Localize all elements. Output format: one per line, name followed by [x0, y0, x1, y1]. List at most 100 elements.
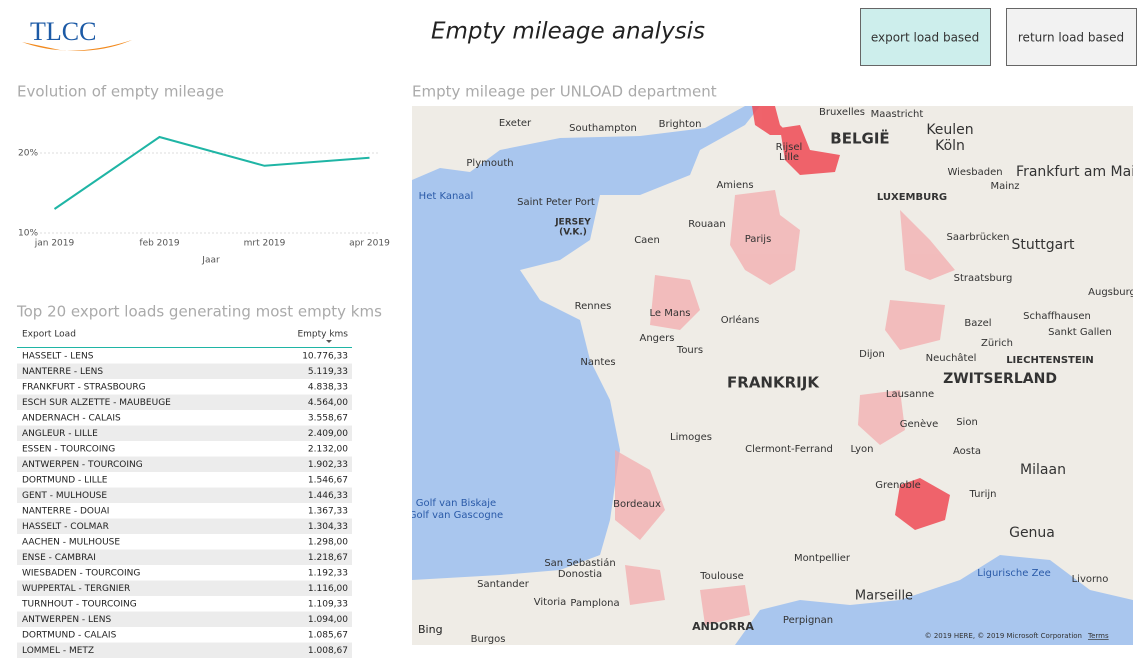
table-title: Top 20 export loads generating most empt…	[16, 303, 382, 321]
cell: 3.558,67	[308, 414, 348, 424]
cell: NANTERRE - DOUAI	[22, 507, 109, 517]
map-label: San Sebastián	[544, 557, 615, 569]
cell: 1.116,00	[308, 584, 348, 594]
map-label: Zürich	[981, 338, 1013, 349]
map-label: Exeter	[499, 118, 532, 129]
column-header: Export Load	[22, 330, 76, 340]
map-label: Burgos	[471, 634, 506, 645]
cell: 1.902,33	[308, 460, 348, 470]
y-tick-label: 10%	[18, 229, 38, 239]
region	[895, 478, 950, 530]
region	[615, 450, 665, 540]
row-bg	[17, 580, 352, 596]
cell: 4.564,00	[308, 398, 348, 408]
row-bg	[17, 627, 352, 643]
map-label: Parijs	[745, 234, 772, 245]
logo: TLCC	[22, 17, 132, 51]
map-label: Lille	[779, 152, 799, 163]
x-tick-label: apr 2019	[349, 239, 390, 249]
map-label: Livorno	[1072, 574, 1109, 585]
map-label: ANDORRA	[692, 620, 754, 633]
row-bg	[17, 441, 352, 457]
row-bg	[17, 503, 352, 519]
cell: TURNHOUT - TOURCOING	[21, 600, 137, 610]
map-label: Rouaan	[688, 219, 726, 230]
button-bg[interactable]	[860, 8, 991, 66]
map-label: Vitoria	[534, 597, 566, 608]
map-label: Mainz	[990, 181, 1019, 192]
map-label: Sion	[956, 417, 978, 428]
cell: DORTMUND - CALAIS	[22, 631, 117, 641]
cell: ANTWERPEN - LENS	[22, 615, 111, 625]
region	[625, 565, 665, 605]
row-bg	[17, 596, 352, 612]
map-label: Genua	[1009, 525, 1055, 541]
region	[650, 275, 700, 330]
map-label: Saarbrücken	[947, 232, 1010, 243]
map-label: LUXEMBURG	[877, 192, 947, 203]
sort-arrow	[326, 340, 332, 343]
map-label: FRANKRIJK	[727, 374, 820, 392]
cell: 1.085,67	[308, 631, 348, 641]
map-label: Wiesbaden	[947, 167, 1002, 178]
region	[858, 390, 905, 445]
cell: 1.367,33	[308, 507, 348, 517]
cell: WIESBADEN - TOURCOING	[22, 569, 140, 579]
map-label: Le Mans	[649, 308, 690, 319]
page-title: Empty mileage analysis	[431, 19, 705, 45]
button-label[interactable]: return load based	[1018, 31, 1124, 45]
button-label[interactable]: export load based	[871, 31, 979, 45]
cell: 1.218,67	[308, 553, 348, 563]
cell: 1.109,33	[308, 600, 348, 610]
button[interactable]: export load based	[860, 8, 991, 66]
logo-swoosh	[22, 40, 132, 51]
row-bg	[17, 379, 352, 395]
logo-text: TLCC	[30, 17, 96, 46]
x-axis-label: Jaar	[201, 256, 220, 266]
cell: ENSE - CAMBRAI	[22, 553, 96, 563]
map-label: ZWITSERLAND	[943, 371, 1057, 387]
cell: 1.446,33	[308, 491, 348, 501]
map-label: Dijon	[859, 349, 885, 360]
button[interactable]: return load based	[1006, 8, 1137, 66]
map-label: Aosta	[953, 446, 981, 457]
map-title: Empty mileage per UNLOAD department	[412, 83, 717, 101]
map-label: Bordeaux	[613, 499, 661, 510]
cell: LOMMEL - METZ	[22, 646, 94, 656]
chart-title: Evolution of empty mileage	[17, 83, 224, 101]
column-header: Empty kms	[297, 330, 348, 340]
region	[752, 106, 790, 135]
row-bg	[17, 565, 352, 581]
map-label: Neuchâtel	[926, 352, 977, 364]
row-bg	[17, 348, 352, 364]
map-label: LIECHTENSTEIN	[1006, 355, 1094, 366]
cell: 1.008,67	[308, 646, 348, 656]
region	[885, 300, 945, 350]
land	[412, 106, 745, 180]
x-tick-label: feb 2019	[139, 239, 179, 249]
map-label: Turijn	[969, 489, 997, 500]
row-bg	[17, 534, 352, 550]
y-tick-label: 20%	[18, 149, 38, 159]
row-bg	[17, 394, 352, 410]
map-copyright: © 2019 HERE, © 2019 Microsoft Corporatio…	[925, 632, 1082, 640]
map-terms[interactable]: Terms	[1087, 632, 1109, 640]
cell: HASSELT - LENS	[22, 352, 94, 362]
map-label: Southampton	[569, 123, 637, 134]
cell: 1.094,00	[308, 615, 348, 625]
map-label: Brighton	[659, 119, 702, 130]
row-bg	[17, 410, 352, 426]
x-tick-label: jan 2019	[34, 239, 75, 249]
map-label: Limoges	[670, 432, 712, 443]
map-label: Augsburg	[1088, 287, 1136, 298]
cell: NANTERRE - LENS	[22, 367, 103, 377]
row-bg	[17, 487, 352, 503]
row-bg	[17, 611, 352, 627]
region	[900, 210, 955, 280]
map-label: Straatsburg	[954, 273, 1013, 284]
button-bg[interactable]	[1006, 8, 1137, 66]
row-bg	[17, 472, 352, 488]
cell: 4.838,33	[308, 383, 348, 393]
map: Exeter Southampton Brighton Plymouth Bruxell…	[412, 106, 1136, 645]
row-bg	[17, 425, 352, 441]
